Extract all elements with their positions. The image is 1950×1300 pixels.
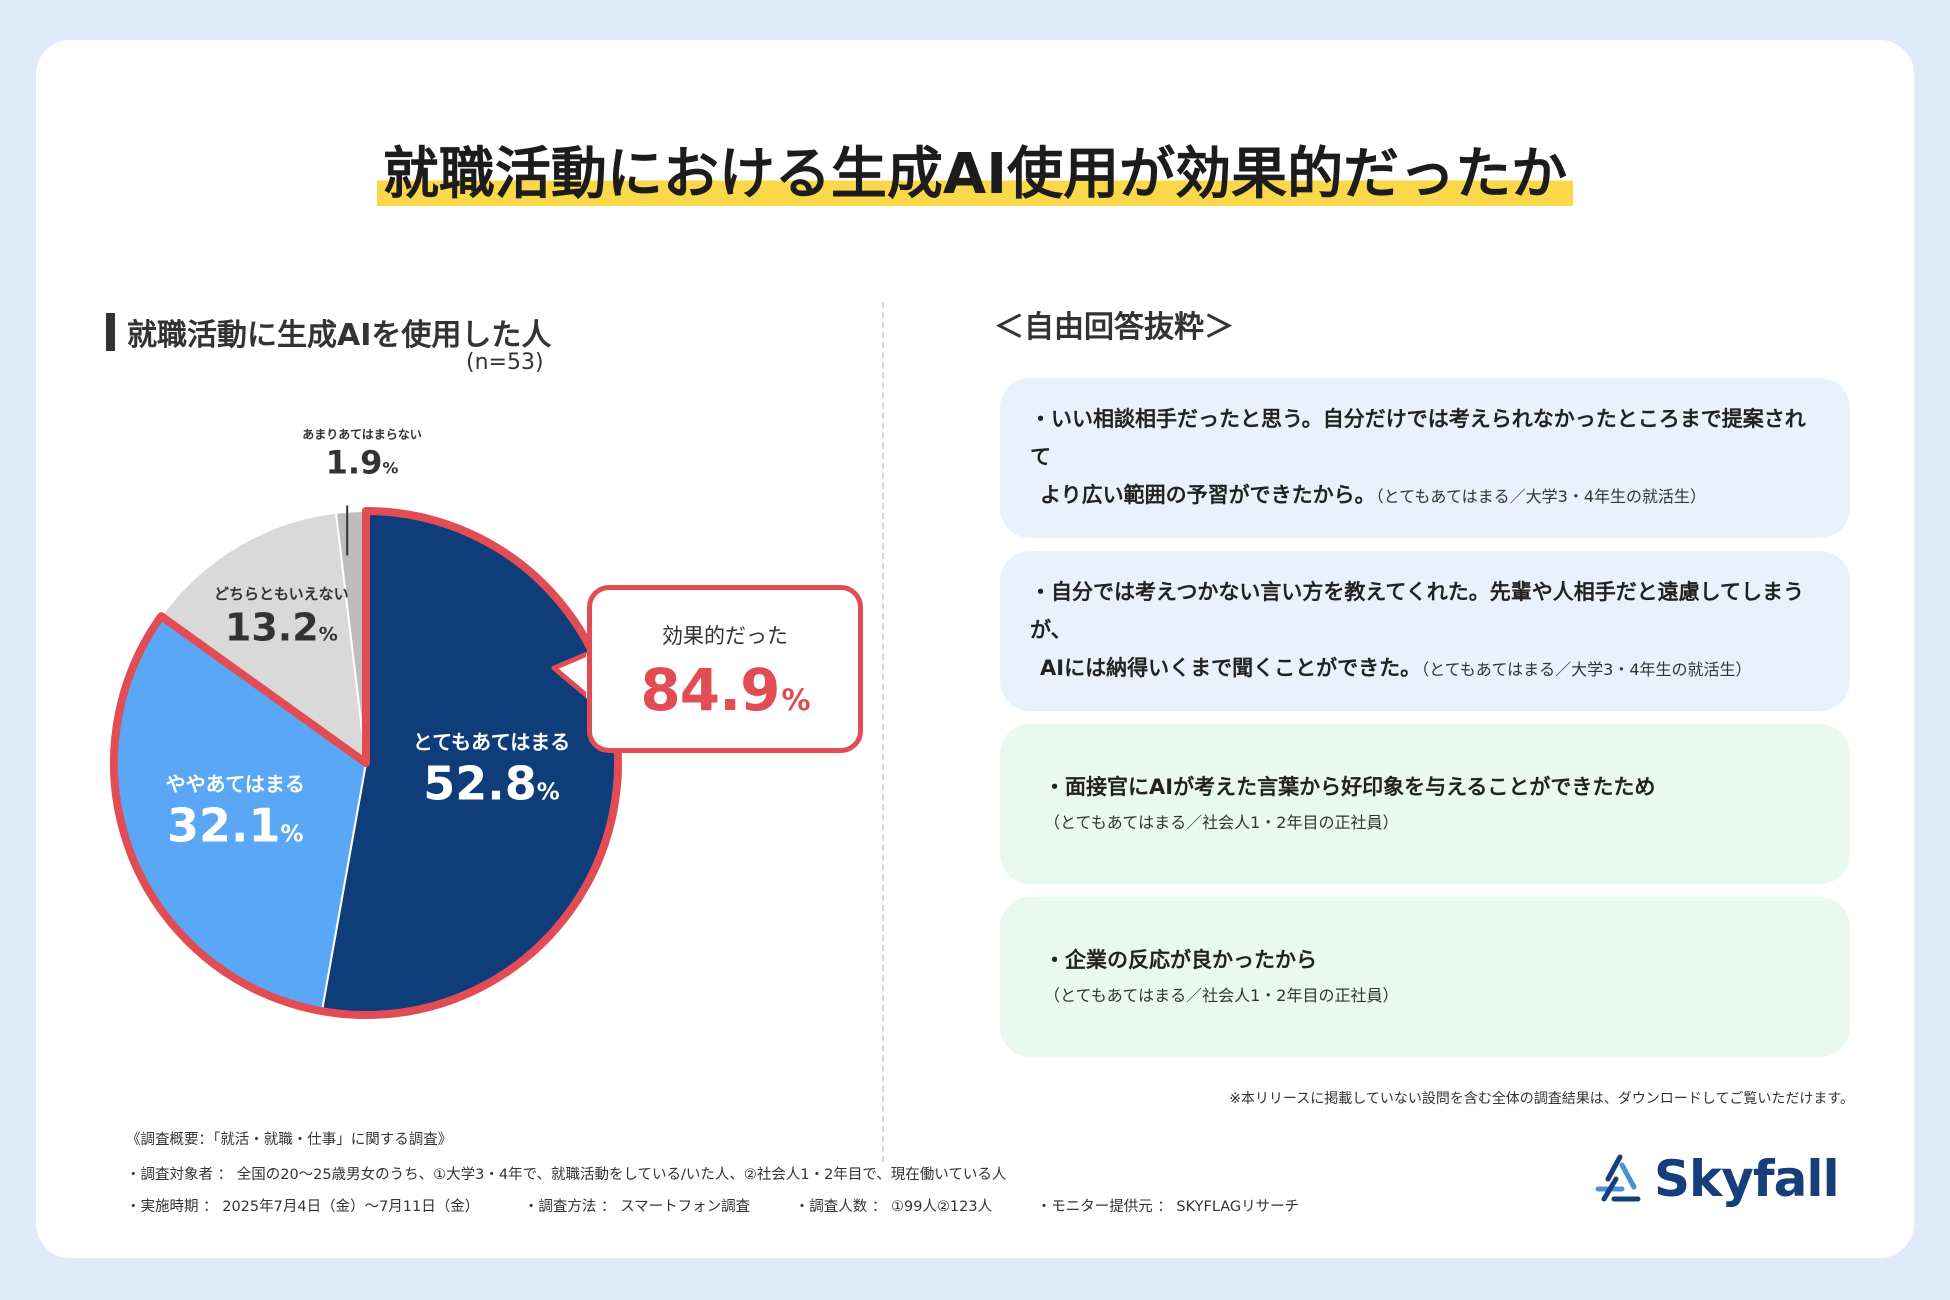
column-divider — [882, 302, 884, 1162]
slice-label: あまりあてはまらない — [302, 427, 422, 441]
slice-unit: % — [382, 459, 398, 478]
free-answers-heading: ＜自由回答抜粋＞ — [994, 310, 1234, 345]
slice-label: どちらともいえない — [214, 585, 349, 603]
quote-card: ・面接官にAIが考えた言葉から好印象を与えることができたため （とてもあてはまる… — [1000, 724, 1850, 884]
quote-card: ・いい相談相手だったと思う。自分だけでは考えられなかったところまで提案されて よ… — [1000, 378, 1850, 538]
quote-line: ・いい相談相手だったと思う。自分だけでは考えられなかったところまで提案されて — [1030, 407, 1806, 469]
callout-value: 84.9% — [592, 656, 858, 724]
slice-value: 32.1% — [167, 798, 304, 852]
logo-text: Skyfall — [1654, 1150, 1840, 1208]
quote-line: より広い範囲の予習ができたから。（とてもあてはまる／大学3・4年生の就活生） — [1030, 476, 1820, 516]
slice-unit: % — [319, 624, 338, 646]
slice-label: ややあてはまる — [166, 772, 305, 796]
skyfall-logo: Skyfall — [1592, 1150, 1840, 1208]
survey-title: 《調査概要：「就活・就職・仕事」に関する調査》 — [126, 1132, 453, 1148]
title-area: 就職活動における生成AI使用が効果的だったか — [36, 140, 1914, 210]
quote-card: ・自分では考えつかない言い方を教えてくれた。先輩や人相手だと遠慮してしまうが、 … — [1000, 551, 1850, 711]
callout-unit: % — [781, 683, 811, 717]
survey-details-row: ・実施時期 ： 2025年7月4日（金）〜7月11日（金） ・調査方法 ： スマ… — [126, 1191, 1339, 1223]
quote-line: AIには納得いくまで聞くことができた。（とてもあてはまる／大学3・4年生の就活生… — [1030, 649, 1820, 689]
highlight-outline — [110, 507, 622, 1019]
quote-line: ・自分では考えつかない言い方を教えてくれた。先輩や人相手だと遠慮してしまうが、 — [1030, 580, 1805, 642]
callout-label: 効果的だった — [662, 624, 788, 648]
quote-text: AIには納得いくまで聞くことができた。 — [1040, 656, 1422, 680]
download-footnote: ※本リリースに掲載していない設問を含む全体の調査結果は、ダウンロードしてご覧いた… — [1229, 1091, 1854, 1107]
survey-count: ・調査人数 ： ①99人②123人 — [794, 1199, 993, 1215]
slice-value: 1.9% — [326, 444, 399, 482]
page-title: 就職活動における生成AI使用が効果的だったか — [376, 140, 1574, 210]
survey-period: ・実施時期 ： 2025年7月4日（金）〜7月11日（金） — [126, 1199, 480, 1215]
section-heading: 就職活動に生成AIを使用した人 — [106, 310, 551, 354]
effective-callout: 効果的だった 84.9% — [587, 585, 863, 753]
quote-attribution: （とてもあてはまる／大学3・4年生の就活生） — [1375, 487, 1707, 506]
quote-card: ・企業の反応が良かったから （とてもあてはまる／社会人1・2年目の正社員） — [1000, 897, 1850, 1057]
pie-chart: とてもあてはまる52.8%ややあてはまる32.1%どちらともいえない13.2%あ… — [110, 427, 622, 1019]
quote-line: ・企業の反応が良かったから — [1044, 948, 1317, 972]
infographic-card: 就職活動における生成AI使用が効果的だったか 就職活動に生成AIを使用した人 (… — [36, 40, 1914, 1258]
quote-attribution: （とてもあてはまる／大学3・4年生の就活生） — [1421, 660, 1752, 679]
survey-method: ・調査方法 ： スマートフォン調査 — [523, 1199, 751, 1215]
survey-overview: 《調査概要：「就活・就職・仕事」に関する調査》 ・調査対象者 ： 全国の20〜2… — [126, 1128, 1339, 1223]
slice-label: とてもあてはまる — [413, 730, 571, 754]
quote-attribution: （とてもあてはまる／社会人1・2年目の正社員） — [1044, 986, 1399, 1005]
quote-text: より広い範囲の予習ができたから。 — [1040, 483, 1376, 507]
survey-target: ・調査対象者 ： 全国の20〜25歳男女のうち、①大学3・4年で、就職活動をして… — [126, 1167, 1007, 1183]
quote-line: ・面接官にAIが考えた言葉から好印象を与えることができたため — [1044, 775, 1656, 799]
skyfall-logo-icon — [1595, 1154, 1641, 1202]
section-title: 就職活動に生成AIを使用した人 — [127, 318, 552, 353]
survey-provider: ・モニター提供元 ： SKYFLAGリサーチ — [1036, 1199, 1300, 1215]
quote-attribution: （とてもあてはまる／社会人1・2年目の正社員） — [1044, 813, 1399, 832]
pie-slice — [159, 511, 368, 766]
callout-number: 84.9 — [640, 656, 780, 724]
section-bar — [106, 313, 115, 351]
slice-unit: % — [281, 821, 304, 847]
sample-size: (n=53) — [466, 350, 544, 375]
slice-unit: % — [537, 779, 560, 805]
